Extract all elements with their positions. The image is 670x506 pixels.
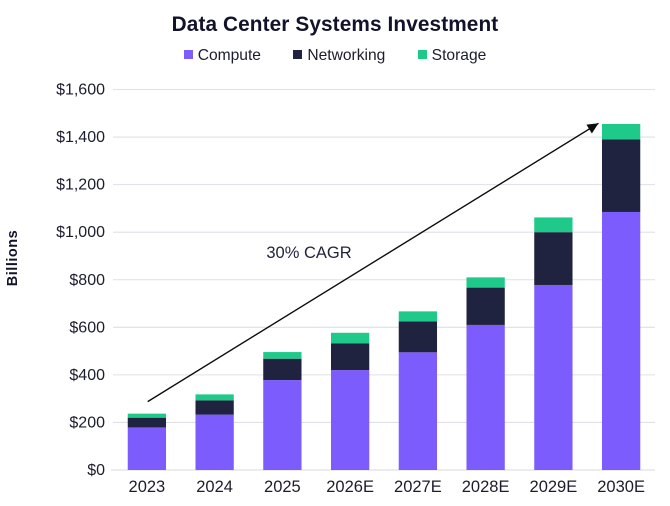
svg-text:30% CAGR: 30% CAGR — [266, 244, 351, 262]
svg-text:$400: $400 — [69, 367, 105, 384]
svg-text:2027E: 2027E — [394, 478, 442, 496]
svg-text:$200: $200 — [69, 414, 105, 431]
svg-text:$1,400: $1,400 — [56, 129, 105, 146]
svg-text:$800: $800 — [69, 272, 105, 289]
svg-text:$1,200: $1,200 — [56, 177, 105, 194]
svg-text:2024: 2024 — [196, 478, 233, 496]
svg-text:2030E: 2030E — [597, 478, 645, 496]
svg-text:2025: 2025 — [264, 478, 301, 496]
svg-text:2023: 2023 — [129, 478, 166, 496]
svg-text:$0: $0 — [87, 462, 105, 479]
svg-text:2026E: 2026E — [326, 478, 374, 496]
svg-text:2029E: 2029E — [530, 478, 578, 496]
svg-text:$1,600: $1,600 — [56, 82, 105, 99]
svg-text:$600: $600 — [69, 319, 105, 336]
svg-text:$1,000: $1,000 — [56, 224, 105, 241]
svg-text:2028E: 2028E — [462, 478, 510, 496]
